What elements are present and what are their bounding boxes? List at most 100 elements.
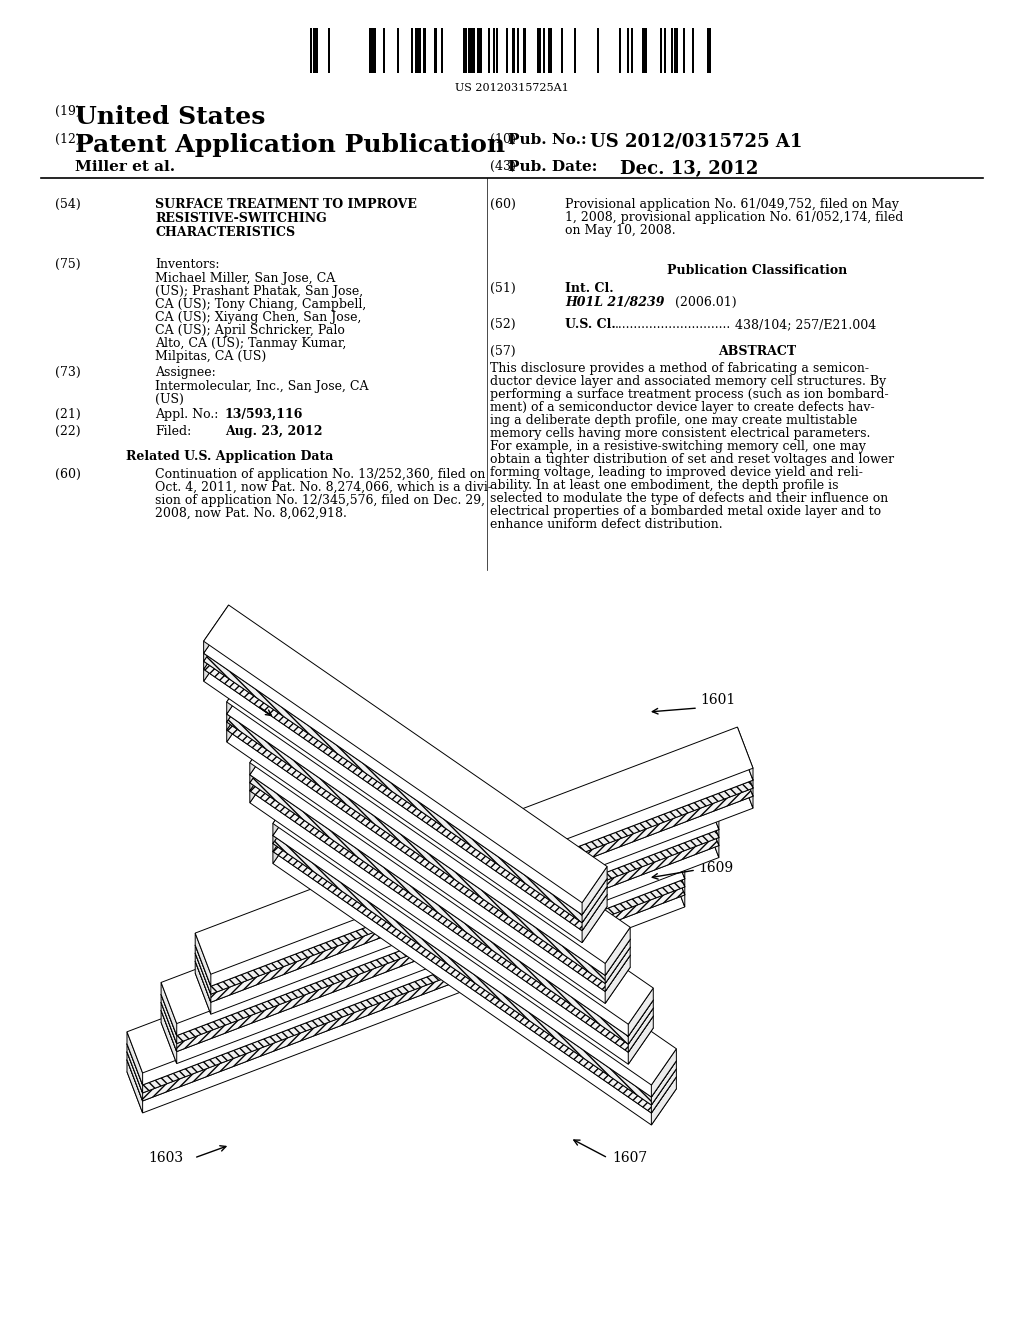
Polygon shape <box>226 686 630 983</box>
Bar <box>493 28 495 73</box>
Polygon shape <box>161 788 719 1036</box>
Text: obtain a tighter distribution of set and reset voltages and lower: obtain a tighter distribution of set and… <box>490 453 894 466</box>
Bar <box>537 28 541 73</box>
Text: (10): (10) <box>490 133 516 147</box>
Polygon shape <box>127 866 685 1113</box>
Polygon shape <box>703 788 719 838</box>
Bar <box>397 28 399 73</box>
Polygon shape <box>196 739 753 986</box>
Polygon shape <box>226 694 630 991</box>
Text: Dec. 13, 2012: Dec. 13, 2012 <box>620 160 759 178</box>
Bar <box>523 28 525 73</box>
Polygon shape <box>605 927 630 975</box>
Polygon shape <box>161 1002 177 1052</box>
Polygon shape <box>651 1049 677 1097</box>
Polygon shape <box>196 727 753 974</box>
Polygon shape <box>204 634 228 681</box>
Text: 13/593,116: 13/593,116 <box>225 408 303 421</box>
Polygon shape <box>273 800 677 1097</box>
Polygon shape <box>273 808 677 1105</box>
Text: This disclosure provides a method of fabricating a semicon-: This disclosure provides a method of fab… <box>490 362 869 375</box>
Polygon shape <box>204 634 607 931</box>
Bar <box>328 28 330 73</box>
Text: Int. Cl.: Int. Cl. <box>565 282 613 294</box>
Text: Assignee:: Assignee: <box>155 366 216 379</box>
Polygon shape <box>226 677 630 975</box>
Bar <box>674 28 679 73</box>
Polygon shape <box>204 616 228 661</box>
Polygon shape <box>273 816 677 1113</box>
Text: Michael Miller, San Jose, CA: Michael Miller, San Jose, CA <box>155 272 335 285</box>
Bar <box>415 28 421 73</box>
Bar <box>665 28 667 73</box>
Bar <box>310 28 312 73</box>
Polygon shape <box>273 808 298 851</box>
Polygon shape <box>161 796 719 1044</box>
Polygon shape <box>204 605 607 903</box>
Polygon shape <box>161 804 719 1052</box>
Text: Aug. 23, 2012: Aug. 23, 2012 <box>225 425 323 438</box>
Text: Continuation of application No. 13/252,360, filed on: Continuation of application No. 13/252,3… <box>155 469 485 480</box>
Polygon shape <box>273 828 677 1125</box>
Text: selected to modulate the type of defects and their influence on: selected to modulate the type of defects… <box>490 492 888 506</box>
Polygon shape <box>273 808 677 1105</box>
Polygon shape <box>651 1061 677 1105</box>
Polygon shape <box>605 956 630 1003</box>
Text: memory cells having more consistent electrical parameters.: memory cells having more consistent elec… <box>490 426 870 440</box>
Polygon shape <box>161 776 719 1023</box>
Polygon shape <box>127 854 685 1101</box>
Polygon shape <box>196 933 211 986</box>
Polygon shape <box>204 605 228 653</box>
Bar <box>488 28 490 73</box>
Text: CHARACTERISTICS: CHARACTERISTICS <box>155 226 295 239</box>
Polygon shape <box>582 895 607 942</box>
Text: SURFACE TREATMENT TO IMPROVE: SURFACE TREATMENT TO IMPROVE <box>155 198 417 211</box>
Polygon shape <box>250 747 274 791</box>
Polygon shape <box>196 767 753 1014</box>
Text: ductor device layer and associated memory cell structures. By: ductor device layer and associated memor… <box>490 375 886 388</box>
Text: Oct. 4, 2011, now Pat. No. 8,274,066, which is a divi-: Oct. 4, 2011, now Pat. No. 8,274,066, wh… <box>155 480 492 494</box>
Polygon shape <box>273 787 298 836</box>
Text: U.S. Cl.: U.S. Cl. <box>565 318 615 331</box>
Text: (US): (US) <box>155 393 184 407</box>
Bar <box>517 28 519 73</box>
Text: ..............................: .............................. <box>615 318 731 331</box>
Text: Alto, CA (US); Tanmay Kumar,: Alto, CA (US); Tanmay Kumar, <box>155 337 346 350</box>
Polygon shape <box>204 645 607 942</box>
Polygon shape <box>737 747 753 796</box>
Polygon shape <box>127 826 685 1073</box>
Polygon shape <box>669 826 685 879</box>
Bar <box>708 28 712 73</box>
Text: performing a surface treatment process (such as ion bombard-: performing a surface treatment process (… <box>490 388 889 401</box>
Text: For example, in a resistive-switching memory cell, one may: For example, in a resistive-switching me… <box>490 440 866 453</box>
Polygon shape <box>250 726 653 1024</box>
Text: (52): (52) <box>490 318 516 331</box>
Polygon shape <box>127 846 685 1093</box>
Polygon shape <box>629 1001 653 1044</box>
Text: 1603: 1603 <box>148 1151 183 1166</box>
Polygon shape <box>250 739 653 1036</box>
Bar <box>434 28 436 73</box>
Text: (22): (22) <box>55 425 81 438</box>
Polygon shape <box>204 624 228 669</box>
Text: 1609: 1609 <box>698 861 733 875</box>
Text: ABSTRACT: ABSTRACT <box>718 345 796 358</box>
Polygon shape <box>669 846 685 895</box>
Text: 1, 2008, provisional application No. 61/052,174, filed: 1, 2008, provisional application No. 61/… <box>565 211 903 224</box>
Polygon shape <box>250 747 653 1044</box>
Bar <box>412 28 414 73</box>
Polygon shape <box>127 854 685 1101</box>
Polygon shape <box>161 788 719 1036</box>
Bar <box>468 28 475 73</box>
Bar <box>574 28 577 73</box>
Polygon shape <box>204 616 607 915</box>
Polygon shape <box>669 838 685 887</box>
Polygon shape <box>127 1060 142 1113</box>
Polygon shape <box>629 987 653 1036</box>
Polygon shape <box>250 739 274 783</box>
Polygon shape <box>226 686 252 730</box>
Bar <box>313 28 317 73</box>
Text: (43): (43) <box>490 160 516 173</box>
Polygon shape <box>250 739 653 1036</box>
Bar <box>642 28 646 73</box>
